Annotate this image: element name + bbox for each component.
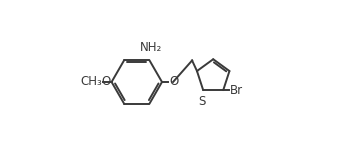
Text: O: O bbox=[169, 75, 178, 89]
Text: CH₃: CH₃ bbox=[80, 75, 102, 89]
Text: S: S bbox=[199, 95, 206, 108]
Text: O: O bbox=[102, 75, 111, 89]
Text: Br: Br bbox=[230, 84, 243, 97]
Text: NH₂: NH₂ bbox=[140, 41, 162, 54]
